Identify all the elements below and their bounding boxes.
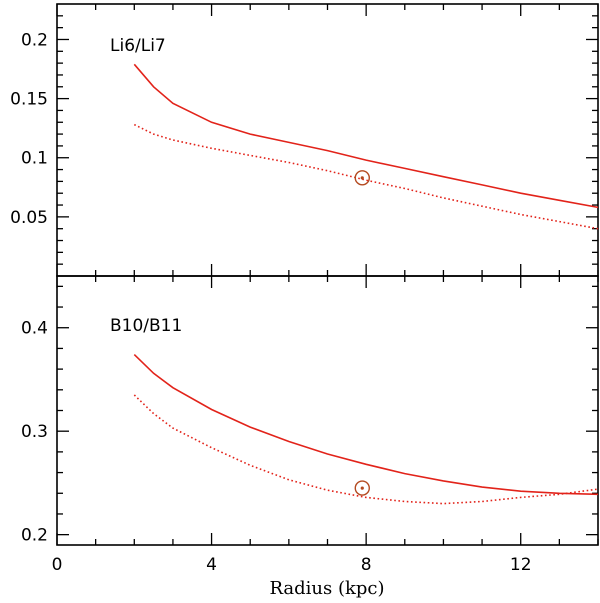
- y-tick-label-bottom: 0.4: [21, 319, 48, 339]
- series-dotted-top: [133, 123, 599, 230]
- series-solid-bottom: [133, 354, 599, 496]
- sun-marker-dot-bottom: [360, 486, 364, 490]
- sun-marker-top: [354, 170, 370, 186]
- series-dotted-bottom: [133, 394, 599, 505]
- x-tick-label: 8: [361, 555, 372, 575]
- bottom-panel-ticks: 0.2 0.3 0.4: [21, 276, 599, 546]
- x-tick-label: 0: [52, 555, 63, 575]
- panel-label-top: Li6/Li7: [110, 36, 166, 56]
- y-tick-label-bottom: 0.3: [21, 422, 48, 442]
- top-panel-ticks: 0.05 0.1 0.15 0.2: [10, 4, 599, 276]
- x-tick-label: 12: [510, 555, 532, 575]
- bottom-panel-series: [133, 354, 599, 505]
- x-axis-label: Radius (kpc): [269, 578, 384, 599]
- top-panel-series: [133, 63, 599, 230]
- panel-li6-li7: 0.05 0.1 0.15 0.2 Li6/Li7: [10, 3, 599, 277]
- panel-b10-b11: 0.2 0.3 0.4 B10/B11: [21, 275, 599, 546]
- y-tick-label-top: 0.15: [10, 90, 48, 110]
- y-tick-label-bottom: 0.2: [21, 526, 48, 546]
- series-solid-top: [133, 63, 599, 209]
- y-tick-label-top: 0.05: [10, 208, 48, 228]
- y-tick-label-top: 0.1: [21, 149, 48, 169]
- y-tick-label-top: 0.2: [21, 30, 48, 50]
- x-axis: 0 4 8 12: [52, 555, 532, 575]
- panel-label-bottom: B10/B11: [110, 316, 182, 336]
- x-tick-label: 4: [206, 555, 217, 575]
- sun-marker-bottom: [354, 480, 370, 496]
- sun-marker-dot-top: [360, 176, 364, 180]
